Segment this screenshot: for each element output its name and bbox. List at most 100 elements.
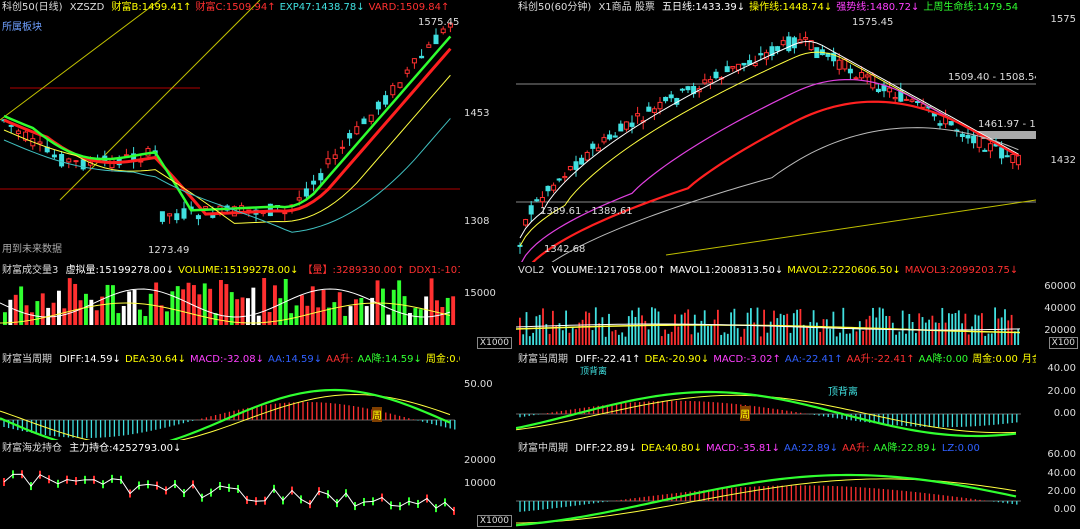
right-macd-yaxis: 40.00 20.00 0.00 xyxy=(1036,352,1080,440)
right-main-candle xyxy=(679,88,685,91)
left-main-candle xyxy=(404,69,410,74)
left-vol-bar xyxy=(84,293,88,325)
right-vol-bar xyxy=(542,308,544,345)
right-macd-indicator-4: AA升:-22.41↑ xyxy=(846,354,915,365)
left-vol-bar xyxy=(327,307,331,325)
right-mid-indicator-5: AA降:22.89↓ xyxy=(873,443,938,454)
right-vol-bar xyxy=(532,332,534,345)
left-vol-bar xyxy=(57,290,61,325)
left-vol-bar xyxy=(181,289,186,325)
left-trend-line-1 xyxy=(0,0,161,121)
right-vol-bar xyxy=(964,313,967,345)
left-vol-bar xyxy=(332,302,337,325)
right-mid-cycle-chart[interactable] xyxy=(516,441,1036,529)
right-macd-panel[interactable]: 财富当周期 DIFF:-22.41↑ DEA:-20.90↓ MACD:-3.02↑… xyxy=(516,352,1036,440)
right-vol-bar xyxy=(891,322,894,345)
right-mid-panel[interactable]: 财富中周期 DIFF:22.89↓ DEA:40.80↓ MACD:-35.81↓ A… xyxy=(516,441,1036,529)
right-vol-bar xyxy=(901,310,904,345)
left-holding-chart[interactable] xyxy=(0,441,460,529)
left-macd-panel[interactable]: 财富当周期 DIFF:14.59↓ DEA:30.64↓ MACD:-32.08↓ A… xyxy=(0,352,460,440)
right-mid-tick-1: 60.00 xyxy=(1047,449,1076,460)
right-main-candle xyxy=(937,123,943,126)
left-main-candle xyxy=(354,126,360,135)
left-main-candle xyxy=(390,85,396,96)
right-trend-line xyxy=(665,199,1036,256)
left-volume-panel[interactable]: 财富成交量3 虚拟量:15199278.00↓ VOLUME:15199278.0… xyxy=(0,263,460,351)
left-macd-indicator-6: 周金:0.0 xyxy=(425,354,460,365)
right-main-candle xyxy=(887,87,893,93)
right-range1-label: 1509.40 - 1508.54 xyxy=(948,72,1036,83)
left-main-yaxis: 1453 1308 xyxy=(460,0,514,262)
right-main-candle xyxy=(853,77,859,80)
left-volume-chart[interactable] xyxy=(0,263,460,351)
left-vol-bar xyxy=(273,285,277,325)
right-vol-bar xyxy=(911,322,914,345)
right-main-candle xyxy=(657,101,663,110)
left-vol-bar xyxy=(105,284,110,325)
left-main-chart[interactable]: 科创50(日线) XZSZD 财富B:1499.41↑ 财富C:1509.94↑ E… xyxy=(0,0,460,262)
right-main-candle xyxy=(663,96,669,102)
left-high-label: 1575.45 xyxy=(418,17,460,28)
right-main-candle xyxy=(685,86,691,91)
left-vol-tick: 15000 xyxy=(464,288,496,299)
right-vol-bar xyxy=(690,334,693,345)
left-main-code: XZSZD xyxy=(69,2,105,13)
right-vol-bar xyxy=(885,315,888,345)
right-vol-bar xyxy=(776,318,779,345)
left-ma-yellow xyxy=(3,74,451,224)
right-vol-bar xyxy=(535,316,538,345)
right-vol-bar xyxy=(938,322,940,345)
right-main-candle xyxy=(562,175,568,179)
right-main-candle xyxy=(590,143,596,149)
right-main-candle xyxy=(730,66,736,69)
right-vol-bar xyxy=(736,328,739,345)
right-candlestick-chart[interactable] xyxy=(516,0,1036,262)
left-main-candle xyxy=(51,154,57,158)
left-macd-tick: 50.00 xyxy=(464,379,493,390)
left-vol-bar xyxy=(89,299,94,325)
right-vol-bar xyxy=(756,307,759,345)
left-vol-line-2 xyxy=(0,302,451,324)
right-main-candle xyxy=(892,96,898,100)
left-vol-indicator-3: DDX1:-10108 xyxy=(408,265,460,276)
left-vol-bar xyxy=(343,315,348,325)
right-mid-tick-2: 40.00 xyxy=(1047,468,1076,479)
right-vol-bar xyxy=(723,332,726,345)
right-main-candle xyxy=(971,135,977,144)
right-vol-bar xyxy=(825,319,828,345)
left-candlestick-chart[interactable] xyxy=(0,0,460,262)
left-main-candle xyxy=(433,34,439,45)
left-vol-bar xyxy=(186,282,191,325)
left-sector-label[interactable]: 所属板块 xyxy=(2,22,42,33)
right-main-chart[interactable]: 科创50(60分钟) X1商品 股票 五日线:1433.39↓ 操作线:1448.… xyxy=(516,0,1036,262)
right-macd-indicator-3: AA:-22.41↑ xyxy=(784,354,843,365)
right-vol-bar xyxy=(994,307,996,345)
right-vol-bar xyxy=(608,313,610,345)
left-holding-panel[interactable]: 财富海龙持仓 主力持仓:4252793.00↓ xyxy=(0,441,460,529)
left-hold-tick-1: 20000 xyxy=(464,455,496,466)
right-vol-bar xyxy=(898,331,901,345)
left-main-candle xyxy=(282,212,288,215)
right-main-candle xyxy=(864,74,870,78)
right-vol-bar xyxy=(545,324,548,345)
right-macd-chart[interactable] xyxy=(516,352,1036,440)
left-macd-chart[interactable] xyxy=(0,352,460,440)
right-volume-panel[interactable]: VOL2 VOLUME:1217058.00↑ MAVOL1:2008313.50… xyxy=(516,263,1036,351)
right-vol-bar xyxy=(1010,314,1013,345)
right-main-candle xyxy=(769,46,775,56)
right-main-candle xyxy=(803,37,809,40)
right-vol-bar xyxy=(842,307,845,345)
right-main-candle xyxy=(545,185,551,192)
left-vol-bar xyxy=(229,292,234,325)
right-vol-bar xyxy=(789,332,792,345)
right-volume-chart[interactable] xyxy=(516,263,1036,351)
left-main-candle xyxy=(318,173,324,181)
right-main-candle xyxy=(551,184,557,191)
left-main-indicator-2: EXP47:1438.78↓ xyxy=(279,2,365,13)
right-vol-bar xyxy=(631,310,633,345)
right-macd-indicator-7: 月金:0 xyxy=(1021,354,1036,365)
right-macd-indicator-6: 周金:0.00 xyxy=(972,354,1018,365)
right-vol-bar xyxy=(519,317,521,345)
left-vol-bar xyxy=(127,291,132,325)
right-vol-bar xyxy=(852,327,855,345)
